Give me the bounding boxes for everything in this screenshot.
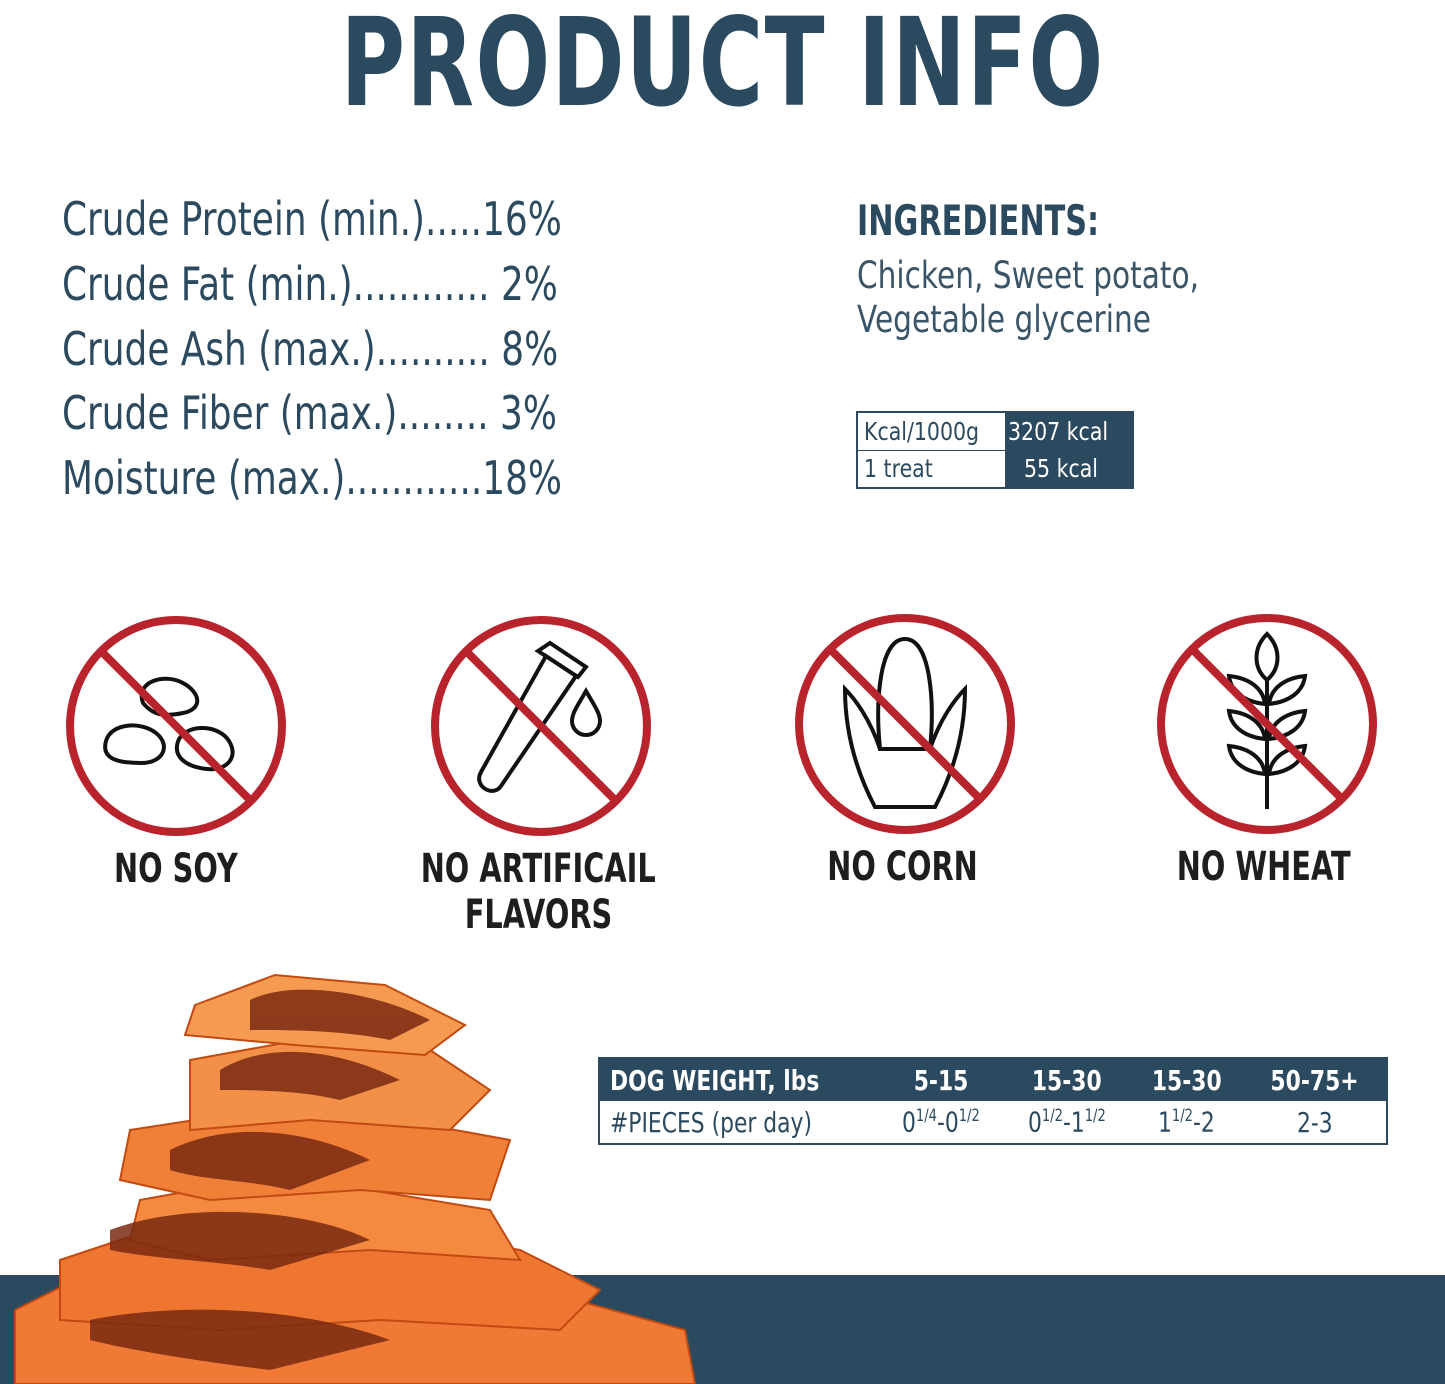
no-soy-icon — [66, 616, 286, 836]
no-corn-icon — [795, 614, 1015, 834]
page-title: PRODUCT INFO — [340, 0, 1105, 134]
feeding-row-label: #PIECES (per day) — [610, 1105, 813, 1139]
pieces-cell: 01/4-01/2 — [902, 1105, 981, 1139]
ingredients-text: Vegetable glycerine — [857, 298, 1151, 341]
nutrient-row: Crude Fat (min.)............ 2% — [62, 257, 558, 311]
calorie-value: 55 kcal — [1004, 449, 1134, 489]
feeding-header-cell: 15-30 — [1130, 1058, 1244, 1101]
nutrient-row: Crude Protein (min.).....16% — [62, 192, 562, 246]
no-corn-label: NO CORN — [827, 844, 979, 890]
no-artificial-flavors-icon — [431, 616, 651, 836]
calorie-label: Kcal/1000g — [856, 411, 1006, 451]
pieces-cell: 01/2-11/2 — [1028, 1105, 1107, 1139]
calorie-value: 3207 kcal — [1004, 411, 1134, 451]
nutrient-row: Crude Ash (max.).......... 8% — [62, 322, 559, 376]
nutrient-row: Crude Fiber (max.)........ 3% — [62, 386, 557, 440]
ingredients-heading: INGREDIENTS: — [857, 196, 1100, 245]
pieces-cell: 2-3 — [1296, 1105, 1333, 1139]
no-soy-label: NO SOY — [114, 846, 238, 892]
feeding-header-cell: 5-15 — [878, 1058, 1005, 1101]
treats-image — [14, 973, 697, 1384]
no-wheat-icon — [1157, 614, 1377, 834]
feeding-header-weight: DOG WEIGHT, lbs — [599, 1058, 879, 1101]
no-wheat-label: NO WHEAT — [1177, 844, 1351, 890]
feeding-header-cell: 15-30 — [1004, 1058, 1131, 1101]
ingredients-text: Chicken, Sweet potato, — [857, 254, 1200, 297]
feeding-header-cell: 50-75+ — [1243, 1058, 1387, 1101]
calorie-label: 1 treat — [856, 449, 1006, 489]
feeding-table: DOG WEIGHT, lbs 5-15 15-30 15-30 50-75+ … — [598, 1057, 1388, 1145]
no-artificial-flavors-label: NO ARTIFICAIL FLAVORS — [420, 846, 656, 938]
calorie-table: Kcal/1000g 3207 kcal 1 treat 55 kcal — [856, 411, 1134, 489]
pieces-cell: 11/2-2 — [1158, 1105, 1216, 1139]
nutrient-row: Moisture (max.)............18% — [62, 451, 563, 505]
